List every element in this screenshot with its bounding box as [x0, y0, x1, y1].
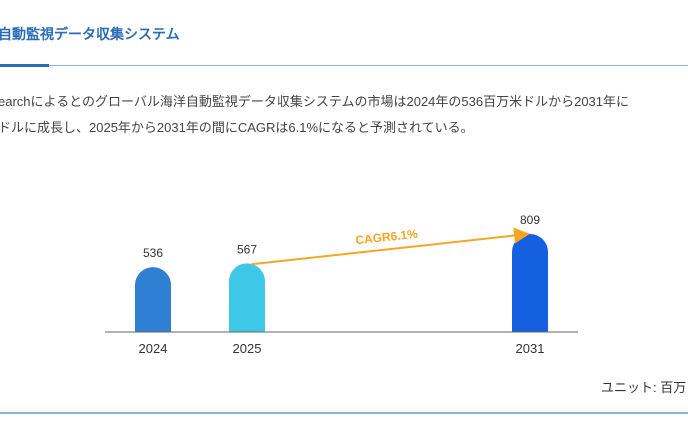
title-divider — [0, 65, 688, 66]
description-line-1: earchによるとのグローバル海洋自動監視データ収集システムの市場は2024年の… — [0, 94, 630, 109]
data-label-2031: 809 — [520, 213, 540, 227]
cagr-label: CAGR6.1% — [355, 227, 419, 248]
x-tick-2025: 2025 — [233, 341, 262, 356]
title-divider-accent — [0, 64, 49, 67]
bar-2025 — [229, 263, 265, 332]
data-label-2025: 567 — [237, 242, 257, 256]
unit-label: ユニット: 百万 — [601, 380, 687, 395]
cagr-arrow — [250, 227, 530, 266]
data-label-2024: 536 — [143, 246, 163, 260]
x-tick-2024: 2024 — [139, 341, 168, 356]
page-title: 自動監視データ収集システム — [0, 26, 180, 42]
x-tick-2031: 2031 — [516, 341, 545, 356]
bar-2024 — [135, 267, 171, 332]
bar-2031 — [512, 234, 548, 332]
description-line-2: ドルに成長し、2025年から2031年の間にCAGRは6.1%になると予測されて… — [0, 120, 474, 135]
bottom-divider — [0, 412, 688, 414]
